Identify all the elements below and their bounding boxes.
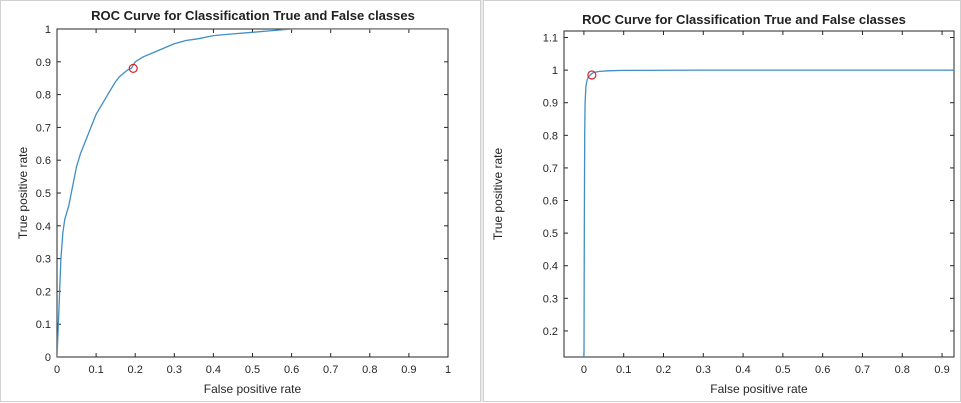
x-tick-label: 1 (445, 364, 451, 376)
x-tick-label: 0.5 (775, 364, 790, 376)
y-axis-label: True positive rate (16, 147, 30, 240)
x-tick-label: 0.3 (696, 364, 711, 376)
y-tick-label: 0.5 (36, 188, 51, 200)
x-tick-label: 0.6 (815, 364, 830, 376)
y-tick-label: 0.6 (543, 196, 558, 208)
roc-chart-right: ROC Curve for Classification True and Fa… (483, 0, 961, 402)
roc-curve-line (583, 69, 954, 357)
chart-title: ROC Curve for Classification True and Fa… (582, 12, 906, 27)
y-tick-label: 0.7 (36, 122, 51, 134)
roc-chart-left: ROC Curve for Classification True and Fa… (0, 0, 481, 402)
y-tick-label: 0.6 (36, 155, 51, 167)
chart-title: ROC Curve for Classification True and Fa… (91, 8, 415, 23)
axes-box (563, 30, 955, 358)
y-tick-label: 0.4 (36, 221, 51, 233)
operating-point-marker (587, 70, 597, 80)
y-tick-label: 0.2 (36, 286, 51, 298)
axes-box (56, 28, 449, 358)
x-tick-label: 0.8 (895, 364, 910, 376)
x-tick-label: 0.7 (323, 364, 338, 376)
x-tick-label: 0.8 (362, 364, 377, 376)
x-tick-label: 0.7 (855, 364, 870, 376)
y-tick-label: 0.8 (36, 90, 51, 102)
y-tick-label: 0.1 (36, 319, 51, 331)
roc-plot-right: ROC Curve for Classification True and Fa… (491, 12, 955, 396)
y-tick-label: 1 (45, 24, 51, 36)
y-tick-label: 0.3 (36, 254, 51, 266)
x-axis-label: False positive rate (710, 382, 808, 396)
y-tick-label: 0.2 (543, 326, 558, 338)
y-tick-label: 1.1 (543, 33, 558, 45)
x-tick-label: 0.5 (245, 364, 260, 376)
x-tick-label: 0.2 (128, 364, 143, 376)
operating-point-marker (128, 63, 138, 73)
y-tick-label: 0.9 (543, 98, 558, 110)
y-tick-label: 0 (45, 352, 51, 364)
x-tick-label: 0.4 (735, 364, 750, 376)
y-axis-label: True positive rate (491, 148, 505, 241)
x-tick-label: 0.4 (206, 364, 221, 376)
roc-curve-line (57, 29, 448, 357)
x-tick-label: 0.9 (401, 364, 416, 376)
panel-divider (481, 0, 483, 402)
y-tick-label: 0.8 (543, 130, 558, 142)
x-tick-label: 0 (581, 364, 587, 376)
y-tick-label: 0.4 (543, 261, 558, 273)
x-tick-label: 0.9 (934, 364, 949, 376)
x-tick-label: 0.3 (167, 364, 182, 376)
y-tick-label: 0.5 (543, 228, 558, 240)
y-tick-label: 0.9 (36, 57, 51, 69)
x-tick-label: 0.1 (88, 364, 103, 376)
y-tick-label: 0.3 (543, 293, 558, 305)
y-tick-label: 0.7 (543, 163, 558, 175)
x-tick-label: 0.2 (656, 364, 671, 376)
x-tick-label: 0 (54, 364, 60, 376)
x-axis-label: False positive rate (204, 382, 302, 396)
x-tick-label: 0.1 (616, 364, 631, 376)
roc-plot-left: ROC Curve for Classification True and Fa… (16, 8, 451, 396)
x-tick-label: 0.6 (284, 364, 299, 376)
y-tick-label: 1 (552, 65, 558, 77)
